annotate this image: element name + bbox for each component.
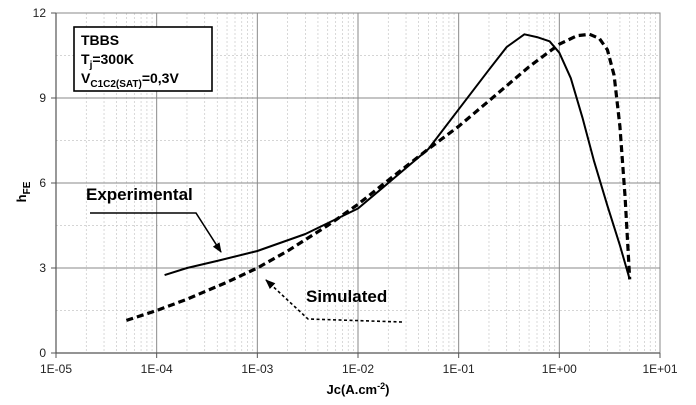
info-box-line-2: Tj=300K	[81, 51, 134, 71]
y-axis-label: hFE	[14, 181, 33, 202]
x-tick-label: 1E-05	[40, 362, 72, 376]
info-box-line-2-subscript: j	[89, 60, 93, 71]
info-box-line-1: TBBS	[81, 32, 119, 48]
experimental-leader-line	[90, 212, 222, 253]
series-line-experimental	[164, 33, 631, 280]
x-tick-labels: 1E-05 1E-04 1E-03 1E-02 1E-01 1E+00 1E+01	[40, 362, 678, 376]
info-box-frame	[73, 26, 213, 92]
y-tick-labels: 0 3 6 9 12	[33, 6, 47, 360]
x-axis-label-superscript: -2	[377, 381, 385, 391]
simulated-label: Simulated	[306, 287, 387, 306]
ticks	[51, 12, 661, 358]
simulated-annotation: Simulated	[265, 279, 403, 323]
x-tick-label: 1E+01	[642, 362, 677, 376]
x-tick-label: 1E-02	[342, 362, 374, 376]
experimental-label: Experimental	[86, 185, 193, 204]
series-line-simulated	[125, 32, 632, 322]
simulated-leader-line	[265, 279, 403, 323]
x-tick-label: 1E-04	[141, 362, 173, 376]
series-group	[125, 32, 632, 322]
y-tick-label: 3	[39, 261, 46, 275]
experimental-annotation: Experimental	[86, 185, 222, 253]
info-box-line-3-subscript: C1C2(SAT)	[90, 79, 141, 90]
y-axis-label-subscript: FE	[22, 181, 33, 194]
info-box-line-3: VC1C2(SAT)=0,3V	[81, 70, 179, 90]
y-tick-label: 9	[39, 91, 46, 105]
x-axis-label: Jc(A.cm-2)	[327, 381, 390, 397]
x-tick-label: 1E+00	[542, 362, 577, 376]
x-tick-label: 1E-03	[241, 362, 273, 376]
y-tick-label: 6	[39, 176, 46, 190]
y-tick-label: 0	[39, 346, 46, 360]
y-tick-label: 12	[33, 6, 47, 20]
x-tick-label: 1E-01	[443, 362, 475, 376]
info-box: TBBS Tj=300K VC1C2(SAT)=0,3V	[73, 26, 213, 92]
